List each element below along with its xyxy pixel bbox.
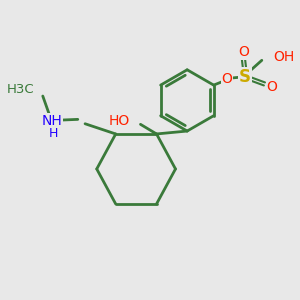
Text: HO: HO (109, 114, 130, 128)
Text: NH: NH (41, 114, 62, 128)
Text: O: O (221, 72, 232, 86)
Text: S: S (239, 68, 251, 86)
Text: O: O (267, 80, 278, 94)
Text: H: H (48, 127, 58, 140)
Text: OH: OH (273, 50, 294, 64)
Text: H3C: H3C (6, 83, 34, 96)
Text: O: O (238, 45, 249, 59)
